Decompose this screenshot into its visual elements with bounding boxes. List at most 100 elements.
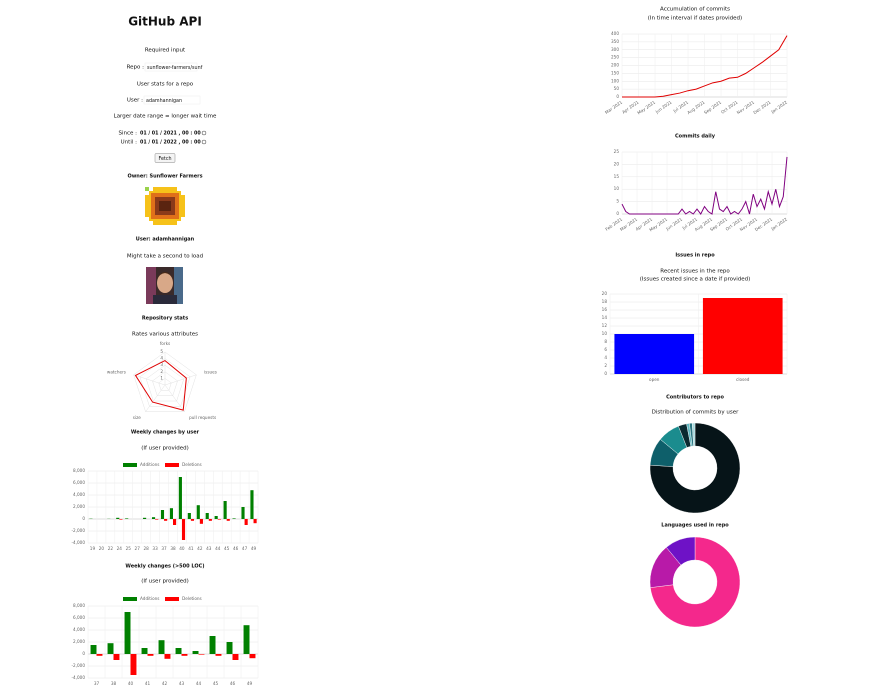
x-tick-label: 22	[108, 546, 114, 551]
line-series	[622, 35, 788, 98]
r-tick-label: 5	[160, 349, 163, 354]
bar	[147, 654, 154, 656]
axis-label: pull requests	[189, 415, 216, 420]
legend-label: Additions	[140, 462, 159, 467]
y-tick-label: 50	[614, 86, 620, 91]
y-tick-label: 0	[82, 651, 85, 656]
chart-title: Weekly changes (>500 LOC)	[125, 564, 204, 570]
x-tick-label: 37	[161, 546, 167, 551]
chart-subtitle: (If user provided)	[141, 446, 189, 452]
chart-note: (Issues created since a date if provided…	[640, 277, 751, 283]
y-tick-label: 8,000	[73, 468, 85, 473]
doughnut-segment	[691, 422, 696, 447]
y-tick-label: -2,000	[72, 663, 86, 668]
user-avatar	[146, 267, 183, 304]
legend-swatch	[165, 463, 179, 467]
bar	[243, 625, 250, 654]
x-tick-label: 46	[230, 681, 236, 686]
y-tick-label: 150	[611, 70, 619, 75]
x-tick-label: 43	[179, 681, 185, 686]
fetch-button-label[interactable]: Fetch	[158, 156, 171, 162]
since-label: Since :	[118, 131, 137, 137]
x-tick-label: Jun 2021	[654, 99, 673, 114]
x-tick-label: 28	[143, 546, 149, 551]
x-tick-label: 40	[179, 546, 185, 551]
bar	[253, 519, 257, 524]
x-tick-label: 43	[206, 546, 212, 551]
until-input[interactable]: 01 / 01 / 2022 , 00 : 00	[140, 140, 201, 146]
bar	[192, 651, 199, 654]
bar	[158, 640, 165, 654]
user-note: Might take a second to load	[127, 254, 203, 260]
bar	[187, 513, 191, 519]
bar	[215, 654, 222, 656]
x-tick-label: 38	[111, 681, 117, 686]
bar	[250, 490, 254, 519]
x-tick-label: May 2021	[636, 99, 656, 115]
y-tick-label: 350	[611, 39, 619, 44]
x-tick-label: Aug 2021	[686, 99, 706, 115]
y-tick-label: 5	[616, 199, 619, 204]
y-tick-label: 25	[614, 149, 620, 154]
bar	[198, 654, 205, 655]
chart-title: Weekly changes by user	[131, 430, 200, 436]
y-tick-label: 2	[604, 363, 607, 368]
bar	[107, 643, 114, 654]
y-tick-label: 15	[614, 174, 620, 179]
doughnut-segment	[666, 536, 696, 566]
axis-label: issues	[204, 369, 217, 374]
until-label: Until :	[121, 140, 137, 146]
bar	[217, 519, 221, 520]
y-tick-label: -4,000	[72, 675, 86, 680]
y-tick-label: 20	[602, 291, 608, 296]
user-input-value[interactable]: adamhannigan	[146, 98, 182, 104]
y-tick-label: 14	[602, 315, 608, 320]
bar	[141, 648, 148, 654]
x-tick-label: 24	[117, 546, 123, 551]
x-tick-label: Jan 2022	[769, 216, 788, 231]
line-series	[621, 156, 788, 215]
x-tick-label: 20	[99, 546, 105, 551]
x-tick-label: closed	[736, 377, 750, 382]
fetch-button[interactable]	[154, 153, 176, 163]
bar	[226, 519, 230, 521]
user-heading: User: adamhannigan	[136, 237, 195, 243]
until-clock-icon[interactable]	[201, 139, 207, 145]
chart-title: Repository stats	[142, 316, 188, 322]
bar	[113, 654, 120, 660]
x-tick-label: 37	[94, 681, 100, 686]
x-tick-label: 41	[145, 681, 151, 686]
y-tick-label: 100	[611, 78, 619, 83]
y-tick-label: 300	[611, 47, 619, 52]
user-stats-heading: User stats for a repo	[137, 82, 194, 88]
bar	[232, 654, 239, 660]
since-input[interactable]: 01 / 01 / 2021 , 00 : 00	[140, 131, 201, 137]
bar	[164, 654, 171, 659]
grid-ring	[139, 358, 191, 407]
y-tick-label: -4,000	[72, 540, 86, 545]
bar	[614, 334, 695, 374]
since-clock-icon[interactable]	[201, 130, 207, 136]
bar	[155, 519, 159, 520]
axis-label: size	[133, 415, 142, 420]
repo-input[interactable]	[144, 62, 198, 72]
bar	[119, 519, 123, 520]
y-tick-label: 0	[616, 94, 619, 99]
grid-ring	[152, 371, 178, 396]
x-tick-label: 33	[152, 546, 158, 551]
owner-avatar	[145, 187, 185, 225]
doughnut-segment	[650, 536, 741, 628]
x-tick-label: Jan 2022	[769, 99, 788, 114]
repo-input-value[interactable]: sunflower-farmers/sunf	[147, 65, 203, 71]
spoke	[164, 384, 185, 412]
legend-swatch	[123, 463, 137, 467]
chart-subtitle: (If user provided)	[141, 579, 189, 585]
legend-swatch	[123, 597, 137, 601]
y-tick-label: 6,000	[73, 480, 85, 485]
x-tick-label: 45	[224, 546, 230, 551]
user-input[interactable]	[143, 95, 201, 105]
y-tick-label: 4,000	[73, 627, 85, 632]
bar	[208, 519, 212, 521]
repo-label: Repo :	[127, 65, 145, 71]
